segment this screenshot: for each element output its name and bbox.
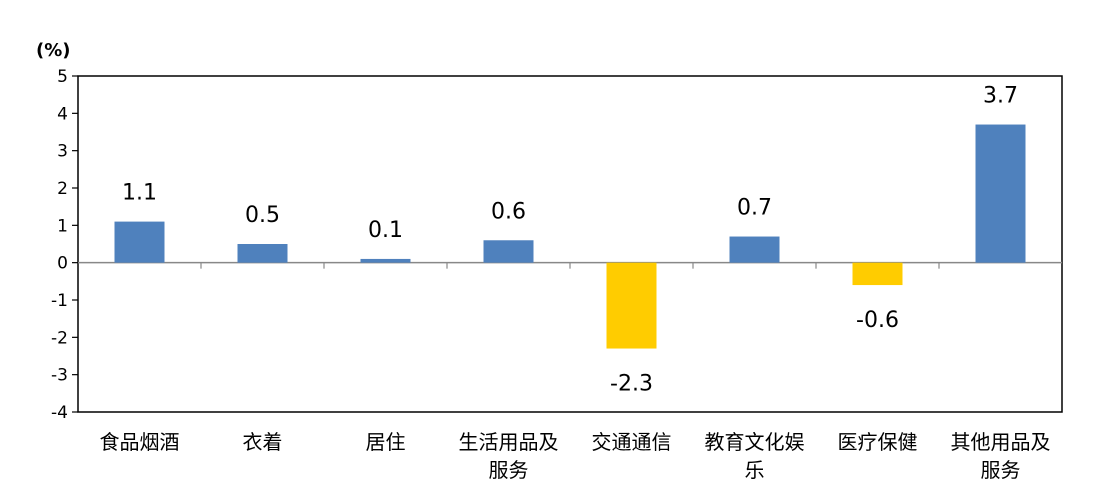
category-label: 教育文化娱 [705, 430, 805, 454]
category-label: 生活用品及 [459, 430, 559, 454]
bar [729, 236, 780, 263]
bar [237, 244, 288, 263]
y-tick-label: 4 [57, 104, 68, 124]
y-tick-label: 0 [57, 254, 68, 274]
bar [360, 258, 411, 263]
y-axis-unit-label: (%) [36, 40, 71, 61]
data-label: 0.6 [491, 199, 526, 224]
category-label: 其他用品及 [951, 430, 1051, 454]
y-tick-label: 2 [57, 179, 68, 199]
y-tick-label: -1 [51, 291, 68, 311]
y-tick-label: 1 [57, 216, 68, 236]
y-tick-label: -2 [51, 328, 68, 348]
y-tick-label: -3 [51, 366, 68, 386]
bar [483, 240, 534, 263]
data-label: 1.1 [122, 181, 157, 206]
category-label: 居住 [366, 430, 406, 454]
data-label: 0.5 [245, 203, 280, 228]
data-label: -0.6 [856, 308, 899, 333]
plot-area: 5 4 3 2 1 0 -1 -2 -3 -4 1.1 食品烟酒 0.5 衣着 0.1 居住 0.6 生活用品及服… [51, 67, 1063, 482]
bar [852, 262, 903, 286]
data-label: -2.3 [610, 372, 653, 397]
bar [975, 124, 1026, 263]
y-tick-label: -4 [51, 403, 68, 423]
category-label: 服务 [981, 458, 1021, 482]
category-label: 衣着 [243, 430, 283, 454]
plot-frame [77, 75, 1063, 413]
category-label: 食品烟酒 [100, 430, 180, 454]
y-tick-label: 5 [57, 67, 68, 87]
data-label: 3.7 [983, 84, 1018, 109]
bar [114, 221, 165, 263]
data-label: 0.7 [737, 196, 772, 221]
category-label: 医疗保健 [838, 430, 918, 454]
category-label: 服务 [489, 458, 529, 482]
bar [606, 262, 657, 349]
data-label: 0.1 [368, 218, 403, 243]
category-label: 乐 [745, 458, 765, 482]
category-label: 交通通信 [592, 430, 672, 454]
y-tick-label: 3 [57, 142, 68, 162]
